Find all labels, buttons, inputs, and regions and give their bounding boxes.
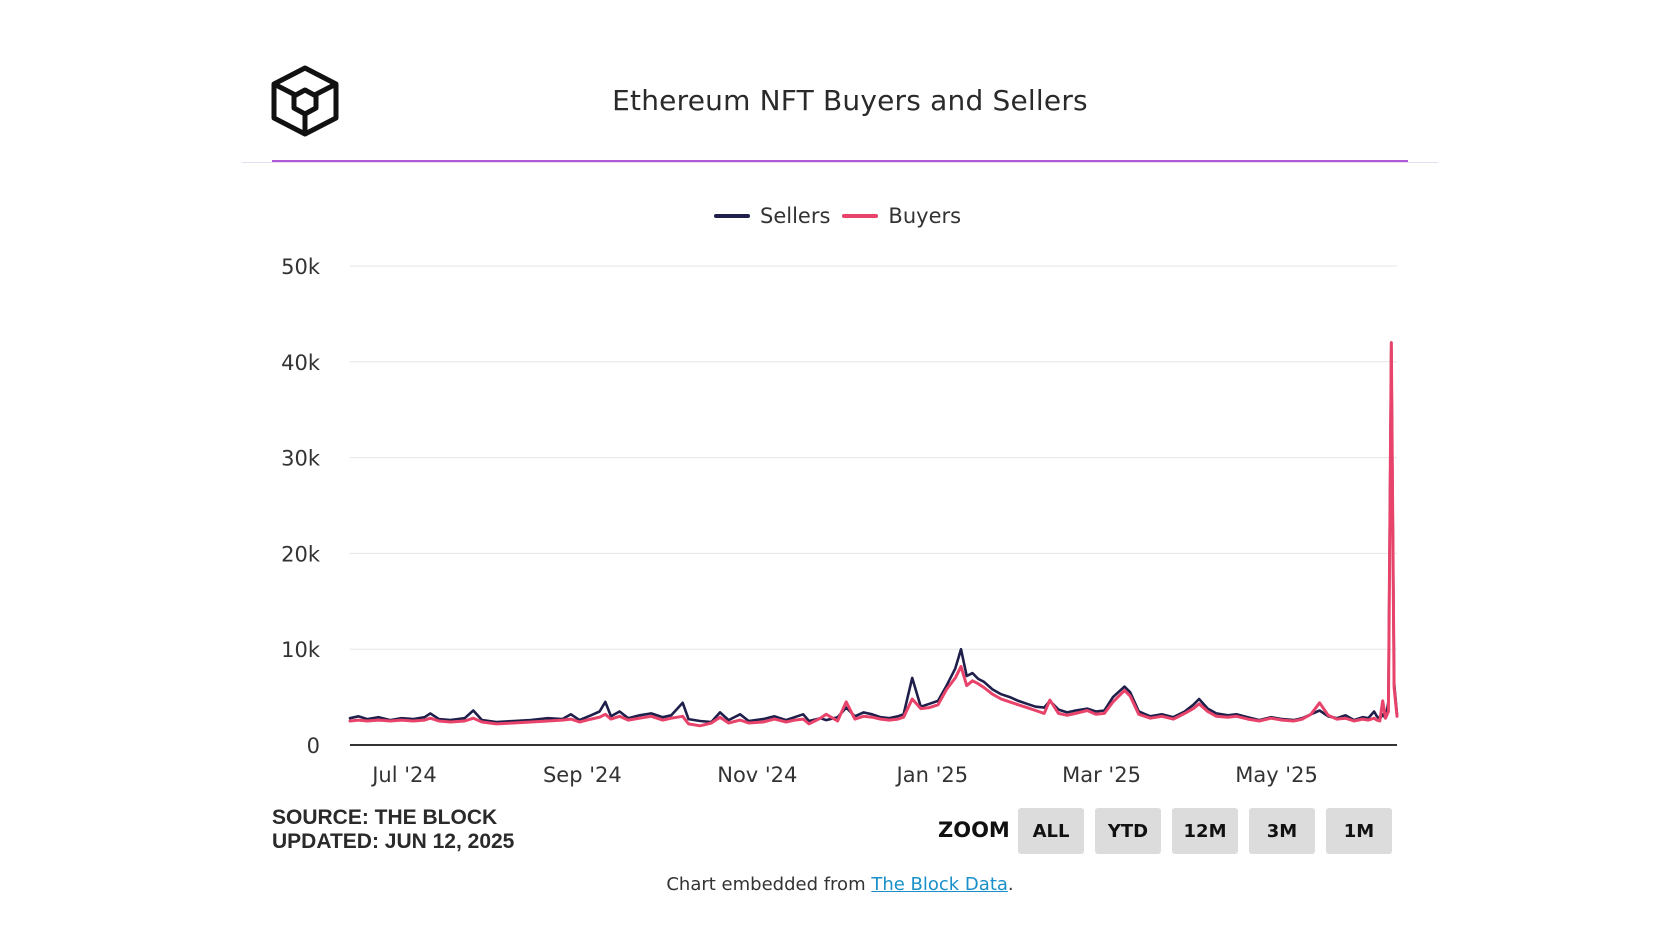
y-tick-label: 10k (281, 638, 321, 662)
sellers-line (348, 341, 1399, 724)
legend-swatch-buyers (842, 214, 879, 218)
chart-legend: Sellers Buyers (714, 204, 973, 228)
zoom-button-3m[interactable]: 3M (1249, 808, 1315, 854)
chart-title: Ethereum NFT Buyers and Sellers (612, 84, 1088, 117)
embed-suffix: . (1007, 874, 1014, 895)
x-tick-label: Jan '25 (895, 763, 969, 787)
zoom-button-ytd[interactable]: YTD (1095, 808, 1161, 854)
embed-credit: Chart embedded from The Block Data. (560, 874, 1120, 895)
y-tick-label: 50k (281, 255, 321, 279)
y-tick-label: 0 (307, 734, 320, 758)
x-tick-label: Nov '24 (717, 763, 797, 787)
header-divider-outer (242, 162, 1438, 163)
legend-label-buyers: Buyers (888, 204, 962, 228)
zoom-button-1m[interactable]: 1M (1326, 808, 1392, 854)
zoom-button-12m[interactable]: 12M (1172, 808, 1238, 854)
source-block: SOURCE: THE BLOCK UPDATED: JUN 12, 2025 (272, 806, 514, 854)
header-divider (272, 160, 1408, 162)
embed-prefix: Chart embedded from (666, 874, 872, 895)
y-tick-label: 30k (281, 447, 321, 471)
the-block-cube-logo-icon (271, 65, 339, 137)
x-tick-label: Jul '24 (370, 763, 437, 787)
updated-line: UPDATED: JUN 12, 2025 (272, 830, 515, 853)
legend-swatch-sellers (714, 214, 750, 218)
x-tick-label: May '25 (1235, 763, 1318, 787)
legend-item-sellers[interactable]: Sellers (714, 204, 830, 228)
zoom-button-all[interactable]: ALL (1018, 808, 1084, 854)
zoom-label: ZOOM (938, 818, 1010, 842)
source-line: SOURCE: THE BLOCK (272, 806, 498, 829)
y-tick-label: 20k (281, 542, 321, 566)
y-tick-label: 40k (281, 351, 321, 375)
buyers-line (348, 341, 1399, 728)
legend-item-buyers[interactable]: Buyers (842, 204, 961, 228)
x-tick-label: Sep '24 (543, 763, 622, 787)
the-block-data-link[interactable]: The Block Data (871, 874, 1008, 895)
legend-label-sellers: Sellers (760, 204, 831, 228)
x-tick-label: Mar '25 (1062, 763, 1141, 787)
